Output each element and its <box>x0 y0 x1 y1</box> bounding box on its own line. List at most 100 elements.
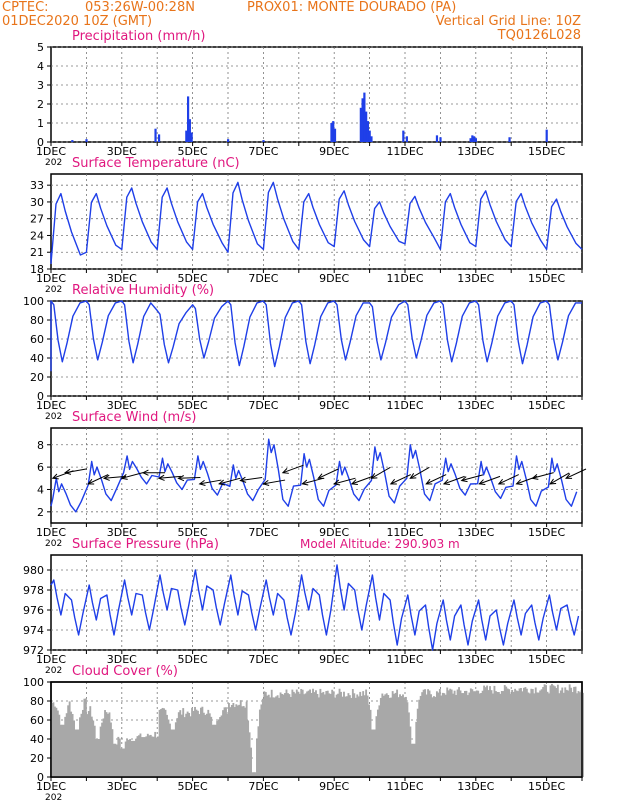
ytick-label-rh: 0 <box>37 390 44 403</box>
cloud-bar <box>149 734 152 777</box>
cloud-bar <box>525 688 528 777</box>
cloud-bar <box>356 694 359 777</box>
cloud-bar <box>270 689 273 777</box>
cloud-bar <box>297 691 300 777</box>
cloud-bar <box>294 693 297 777</box>
cloud-bar <box>276 695 279 777</box>
panel-title-rh: Relative Humidity (%) <box>72 283 214 298</box>
precip-bar <box>508 137 511 142</box>
wind-arrow-head <box>177 475 185 482</box>
cloud-bar <box>301 689 304 777</box>
cloud-bar <box>220 715 223 777</box>
cloud-bar <box>579 692 581 777</box>
cloud-bar <box>521 691 524 777</box>
wind-arrow-head <box>239 476 247 483</box>
cloud-bar <box>170 729 173 777</box>
wind-arrow <box>301 477 324 486</box>
ytick-label-pres: 972 <box>23 644 44 657</box>
cloud-bar <box>51 702 53 777</box>
plot-frame-pres <box>50 554 583 651</box>
cloud-bar <box>542 687 545 777</box>
cloud-bar <box>96 739 99 777</box>
cloud-bar <box>56 710 59 777</box>
cloud-bar <box>528 693 531 777</box>
cloud-bar <box>263 691 266 777</box>
cloud-bar <box>459 690 462 777</box>
cloud-bar <box>447 690 450 777</box>
cloud-bar <box>62 724 65 777</box>
cloud-bar <box>258 709 261 777</box>
cloud-bar <box>79 717 81 777</box>
precip-bar <box>262 140 265 142</box>
wind-arrow-head <box>478 479 486 485</box>
cloud-bar <box>173 729 176 777</box>
wind-arrow-shaft <box>390 474 411 485</box>
xtick-label-rh: 5DEC <box>178 399 208 412</box>
plot-frame-precip <box>50 46 583 143</box>
wind-arrow-shaft <box>461 474 484 482</box>
xtick-label-cloud: 13DEC <box>457 780 494 793</box>
cloud-bar <box>391 691 394 777</box>
wind-arrow <box>442 475 465 485</box>
cloud-bar <box>533 693 536 777</box>
cloud-bar <box>551 683 553 777</box>
cloud-bar <box>161 707 164 777</box>
precip-bar <box>365 111 368 142</box>
cloud-bar <box>257 726 260 777</box>
ytick-label-cloud: 80 <box>30 695 44 708</box>
cloud-bar <box>435 691 438 777</box>
cloud-bar <box>87 711 90 777</box>
cloud-bar <box>573 686 576 777</box>
header-line1-left: CPTEC: <box>2 0 49 15</box>
cloud-bar <box>430 694 432 777</box>
cloud-bar <box>559 690 562 777</box>
cloud-bar <box>315 690 317 777</box>
cloud-bar <box>124 741 127 777</box>
cloud-bar <box>232 703 235 777</box>
cloud-bar <box>379 697 382 777</box>
cloud-bar <box>570 687 573 777</box>
wind-arrow-shaft <box>65 468 87 474</box>
cloud-bar <box>135 738 137 777</box>
cloud-bar <box>174 722 177 777</box>
cloud-bar <box>437 692 440 777</box>
wind-arrow <box>262 479 286 486</box>
precip-bar <box>85 139 88 142</box>
cloud-bar <box>130 740 133 777</box>
cloud-bar <box>326 690 329 777</box>
header-station: PROX01: MONTE DOURADO (PA) <box>247 0 457 15</box>
wind-arrow-shaft <box>104 475 127 479</box>
cloud-bar <box>70 711 73 777</box>
cloud-bar <box>406 702 409 777</box>
cloud-bar <box>368 704 370 777</box>
xtick-label-cloud: 3DEC <box>107 780 137 793</box>
cloud-bar <box>244 707 247 777</box>
xtick-label-pres: 3DEC <box>107 653 137 666</box>
xtick-label-cloud: 5DEC <box>178 780 208 793</box>
cloud-bar <box>341 696 344 777</box>
cloud-bar <box>412 743 415 777</box>
cloud-bar <box>375 716 378 777</box>
cloud-bar <box>582 692 584 777</box>
wind-arrow-head <box>460 476 468 483</box>
wind-arrow-head <box>102 474 110 481</box>
cloud-bar <box>123 748 126 777</box>
wind-arrow-head <box>409 473 417 479</box>
wind-arrow-head <box>370 473 378 479</box>
wind-arrow <box>409 466 430 479</box>
cloud-bar <box>127 739 130 777</box>
xtick-label-precip: 1DEC <box>36 145 66 158</box>
cloud-bar <box>59 724 62 777</box>
xtick-label-temp: 11DEC <box>386 272 423 285</box>
cloud-bar <box>242 706 245 777</box>
cloud-bar <box>61 724 64 777</box>
xtick-label-cloud: 9DEC <box>319 780 349 793</box>
wind-arrow-shaft <box>410 466 430 479</box>
cloud-bar <box>552 685 555 777</box>
cloud-bar <box>328 693 331 777</box>
xtick-label-pres: 9DEC <box>319 653 349 666</box>
xtick-label-cloud: 15DEC <box>528 780 565 793</box>
cloud-bar <box>376 709 379 777</box>
panel-title-temp: Surface Temperature (nC) <box>72 156 240 171</box>
xtick-label-precip: 9DEC <box>319 145 349 158</box>
